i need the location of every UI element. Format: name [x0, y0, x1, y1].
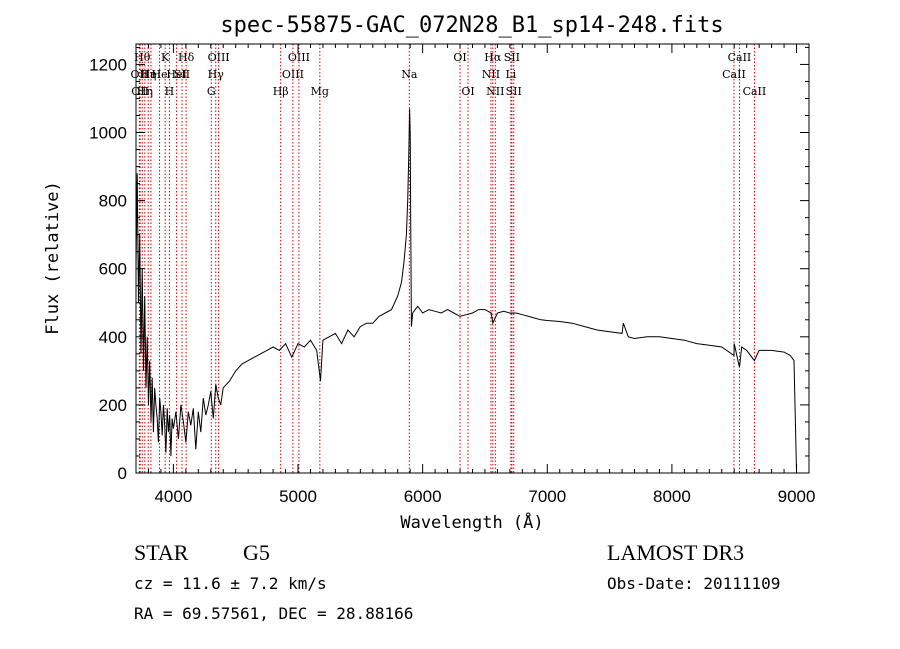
object-subclass: G5: [243, 540, 270, 565]
x-tick-label: 8000: [653, 487, 691, 506]
line-marker-label: Mg: [311, 85, 329, 98]
line-marker-label: SII: [174, 68, 190, 81]
line-marker-labels: OIIOIIHθHηHηHeIHeKHHeISIIHδGHγOIIIHβOIII…: [131, 51, 767, 98]
line-marker-label: OI: [461, 85, 474, 98]
x-axis-ticks: 4000 5000 6000 7000 8000 9000: [135, 44, 816, 506]
line-marker-label: CaII: [728, 51, 752, 64]
line-marker-label: H: [165, 85, 175, 98]
line-marker-label: CaII: [722, 68, 746, 81]
survey-name: LAMOST DR3: [607, 540, 744, 565]
y-tick-label: 1000: [89, 124, 127, 143]
line-marker-label: OIII: [282, 68, 304, 81]
redshift-cz: cz = 11.6 ± 7.2 km/s: [134, 574, 327, 593]
plot-frame: [135, 43, 810, 474]
line-marker-label: He: [152, 68, 168, 81]
line-markers: [138, 44, 755, 473]
line-marker-label: OII: [131, 68, 149, 81]
y-tick-label: 400: [99, 328, 127, 347]
line-marker-label: HeI: [141, 68, 161, 81]
line-marker-label: HeI: [166, 68, 186, 81]
y-tick-label: 1200: [89, 55, 127, 74]
y-tick-label: 800: [99, 192, 127, 211]
coordinates: RA = 69.57561, DEC = 28.88166: [134, 604, 413, 623]
x-tick-label: 6000: [404, 487, 442, 506]
x-tick-label: 4000: [154, 487, 192, 506]
object-class: STAR: [134, 540, 189, 565]
line-marker-label: Hη: [137, 85, 153, 98]
y-tick-label: 600: [99, 260, 127, 279]
x-axis-label: Wavelength (Å): [400, 511, 543, 533]
line-marker-label: NII: [486, 85, 504, 98]
x-tick-label: 9000: [778, 487, 816, 506]
line-marker-label: Hβ: [273, 85, 289, 98]
x-tick-label: 7000: [528, 487, 566, 506]
line-marker-label: Na: [401, 68, 418, 81]
line-marker-label: Hδ: [178, 51, 195, 64]
line-marker-label: K: [161, 51, 170, 64]
line-marker-label: OIII: [208, 51, 230, 64]
line-marker-label: CaII: [743, 85, 767, 98]
line-marker-label: G: [207, 85, 216, 98]
x-tick-label: 5000: [279, 487, 317, 506]
line-marker-label: SII: [504, 51, 520, 64]
line-marker-label: NII: [482, 68, 500, 81]
line-marker-label: Hγ: [208, 68, 225, 81]
line-marker-label: Hη: [140, 68, 156, 81]
line-marker-label: SII: [506, 85, 522, 98]
y-axis-label: Flux (relative): [43, 181, 63, 335]
y-tick-label: 0: [118, 464, 127, 483]
chart-title: spec-55875-GAC_072N28_B1_sp14-248.fits: [220, 13, 723, 38]
line-marker-label: Hα: [484, 51, 502, 64]
observation-date: Obs-Date: 20111109: [607, 574, 780, 593]
line-marker-label: Li: [505, 68, 516, 81]
line-marker-label: OIII: [288, 51, 310, 64]
line-marker-label: OI: [453, 51, 466, 64]
y-axis-ticks: 0 200 400 600 800 1000 1200: [89, 46, 809, 483]
line-marker-label: Hθ: [134, 51, 151, 64]
spectrum-series-line: [135, 108, 797, 472]
y-tick-label: 200: [99, 396, 127, 415]
